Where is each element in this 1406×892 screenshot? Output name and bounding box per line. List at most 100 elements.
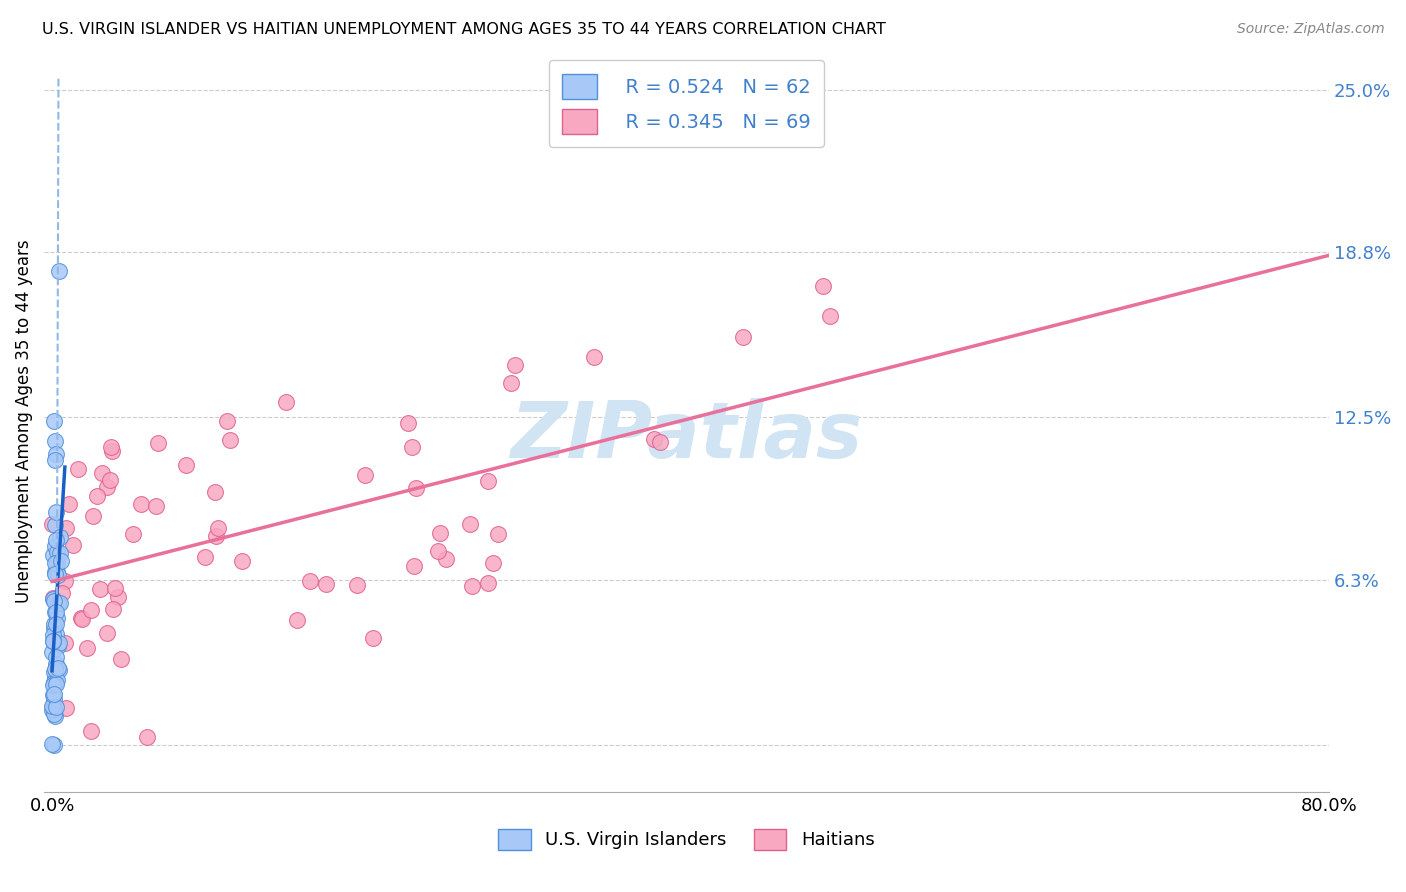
Point xyxy=(42,634,65,648)
Point xyxy=(429,526,451,541)
Point xyxy=(42,628,65,642)
Point xyxy=(45,505,67,519)
Y-axis label: Unemployment Among Ages 35 to 44 years: Unemployment Among Ages 35 to 44 years xyxy=(15,239,32,603)
Point xyxy=(96,626,118,640)
Point xyxy=(44,517,66,532)
Point xyxy=(82,508,104,523)
Point xyxy=(53,574,76,588)
Point xyxy=(45,664,67,678)
Point xyxy=(44,605,66,619)
Point xyxy=(44,702,66,716)
Point xyxy=(129,497,152,511)
Point xyxy=(811,279,834,293)
Point xyxy=(48,636,70,650)
Point xyxy=(46,596,69,610)
Point xyxy=(194,550,217,565)
Point xyxy=(42,591,65,605)
Point xyxy=(44,707,66,722)
Point xyxy=(45,677,67,691)
Point xyxy=(482,556,505,570)
Point xyxy=(44,567,66,582)
Point xyxy=(146,436,169,450)
Point xyxy=(41,703,63,717)
Point xyxy=(45,700,67,714)
Point xyxy=(44,616,66,631)
Point xyxy=(42,678,65,692)
Point xyxy=(96,480,118,494)
Point xyxy=(204,529,226,543)
Point xyxy=(582,350,605,364)
Point xyxy=(44,605,66,619)
Point xyxy=(42,633,65,648)
Point xyxy=(107,591,129,605)
Point xyxy=(499,376,522,391)
Point xyxy=(122,527,145,541)
Point xyxy=(405,481,427,495)
Point xyxy=(70,611,93,625)
Point xyxy=(46,639,69,653)
Point xyxy=(42,692,65,706)
Point xyxy=(104,582,127,596)
Point xyxy=(215,415,238,429)
Point xyxy=(103,602,125,616)
Point xyxy=(204,484,226,499)
Point xyxy=(401,440,423,454)
Point xyxy=(46,556,69,570)
Point xyxy=(648,434,671,449)
Point xyxy=(58,497,80,511)
Point xyxy=(44,540,66,554)
Point xyxy=(219,433,242,447)
Point xyxy=(42,738,65,752)
Point xyxy=(207,521,229,535)
Point xyxy=(434,552,457,566)
Point xyxy=(41,737,63,751)
Point xyxy=(44,661,66,675)
Point xyxy=(477,474,499,488)
Point xyxy=(45,565,67,579)
Point xyxy=(315,577,337,591)
Point xyxy=(76,641,98,656)
Point xyxy=(402,559,425,574)
Point xyxy=(42,675,65,690)
Point xyxy=(45,627,67,641)
Point xyxy=(426,544,449,558)
Point xyxy=(361,632,384,646)
Point xyxy=(101,444,124,458)
Point xyxy=(53,636,76,650)
Point xyxy=(45,657,67,671)
Point xyxy=(44,672,66,686)
Point xyxy=(174,458,197,473)
Point xyxy=(45,673,67,687)
Point xyxy=(477,575,499,590)
Point xyxy=(41,517,63,532)
Point xyxy=(48,596,70,610)
Legend:   R = 0.524   N = 62,   R = 0.345   N = 69: R = 0.524 N = 62, R = 0.345 N = 69 xyxy=(548,61,824,147)
Point xyxy=(461,579,484,593)
Point xyxy=(45,447,67,461)
Point xyxy=(42,549,65,563)
Point xyxy=(505,358,527,372)
Point xyxy=(42,688,65,702)
Point xyxy=(80,603,103,617)
Point xyxy=(49,554,72,568)
Point xyxy=(42,594,65,608)
Point xyxy=(44,557,66,571)
Point xyxy=(285,613,308,627)
Point xyxy=(44,678,66,692)
Point xyxy=(44,665,66,680)
Point xyxy=(100,440,122,454)
Point xyxy=(49,547,72,561)
Point xyxy=(486,527,509,541)
Point xyxy=(231,553,253,567)
Point xyxy=(346,577,368,591)
Text: U.S. VIRGIN ISLANDER VS HAITIAN UNEMPLOYMENT AMONG AGES 35 TO 44 YEARS CORRELATI: U.S. VIRGIN ISLANDER VS HAITIAN UNEMPLOY… xyxy=(42,22,886,37)
Point xyxy=(45,610,67,624)
Point xyxy=(44,709,66,723)
Point xyxy=(98,473,121,487)
Point xyxy=(62,538,84,552)
Point xyxy=(44,453,66,467)
Point xyxy=(41,591,63,606)
Point xyxy=(49,530,72,544)
Point xyxy=(51,586,73,600)
Point xyxy=(44,565,66,579)
